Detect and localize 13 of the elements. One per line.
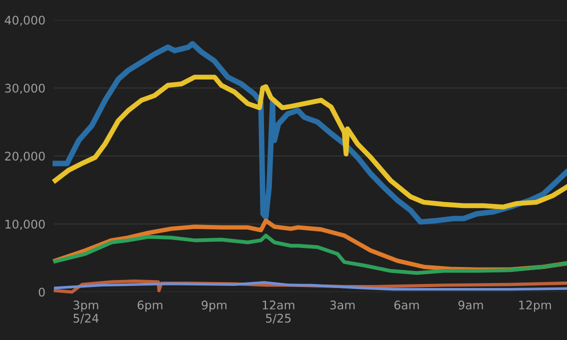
x-tick-label: 9pm <box>202 300 226 312</box>
y-tick-label: 30,000 <box>5 84 45 94</box>
x-tick-label: 3pm 5/24 <box>74 300 99 324</box>
x-tick-label: 6pm <box>138 300 162 312</box>
y-tick-label: 10,000 <box>6 220 45 230</box>
x-tick-label: 12pm <box>519 300 551 312</box>
y-tick-label: 20,000 <box>5 152 45 162</box>
y-tick-label: 0 <box>38 288 45 297</box>
x-tick-label: 9am <box>458 300 483 310</box>
x-tick-label: 6am <box>394 300 419 310</box>
x-tick-label: 3am <box>330 300 355 310</box>
y-tick-label: 40,000 <box>4 16 45 26</box>
x-tick-label: 12am 5/25 <box>262 300 294 324</box>
